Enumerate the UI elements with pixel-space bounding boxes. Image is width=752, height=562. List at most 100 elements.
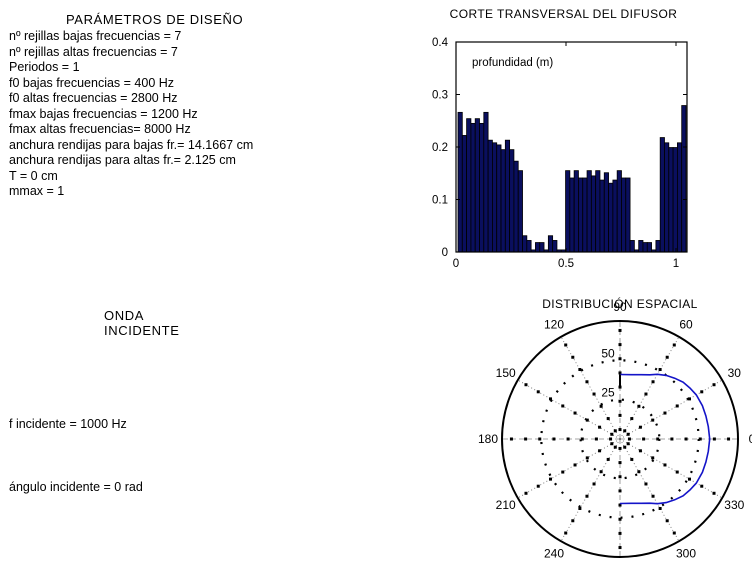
polar-grid-circle xyxy=(540,359,700,519)
polar-spoke-dot xyxy=(675,404,679,408)
y-tick-label: 0.2 xyxy=(432,142,448,154)
polar-spoke xyxy=(517,379,621,440)
polar-spoke-dot xyxy=(651,418,655,422)
y-tick-label: 0.3 xyxy=(432,90,448,102)
y-tick-label: 0.1 xyxy=(432,195,448,207)
polar-spoke-dot xyxy=(651,380,655,384)
polar-spoke-dot xyxy=(573,463,577,467)
polar-spoke-dot xyxy=(610,442,614,446)
polar-spoke-dot xyxy=(585,494,589,498)
bar xyxy=(539,242,545,253)
incident-title-line1: ONDA xyxy=(104,308,144,323)
bar xyxy=(569,177,575,253)
polar-radial-label: 50 xyxy=(601,346,615,360)
polar-spoke-dot xyxy=(700,484,704,488)
parameter-line: nº rejillas bajas frecuencias = 7 xyxy=(9,29,182,43)
polar-spoke-dot xyxy=(524,383,528,387)
polar-spoke-dot xyxy=(712,437,716,441)
incident-wave-title: ONDA INCIDENTE xyxy=(104,308,179,338)
polar-angle-label: 60 xyxy=(679,318,693,332)
polar-spoke-dot xyxy=(613,445,617,449)
polar-spoke-dot xyxy=(618,357,622,361)
polar-spoke-dot xyxy=(536,484,540,488)
polar-spoke-dot xyxy=(644,392,648,396)
incident-title-line2: INCIDENTE xyxy=(104,323,180,338)
bar xyxy=(461,135,467,253)
polar-spoke-dot xyxy=(623,429,627,433)
bar xyxy=(638,240,644,253)
polar-spoke-dot xyxy=(644,482,648,486)
parameter-line: anchura rendijas para altas fr.= 2.125 c… xyxy=(9,153,236,167)
polar-spoke-dot xyxy=(618,461,622,465)
parameter-line: fmax bajas frecuencias = 1200 Hz xyxy=(9,106,198,121)
polar-angle-label: 150 xyxy=(496,366,516,380)
y-tick-label: 0 xyxy=(442,247,448,259)
polar-spoke-dot xyxy=(561,470,565,474)
bar xyxy=(586,170,592,253)
polar-spoke-dot xyxy=(665,355,669,359)
polar-spoke-dot xyxy=(638,425,642,429)
polar-spoke-dot xyxy=(638,449,642,453)
polar-angle-label: 330 xyxy=(724,498,744,512)
polar-spoke-dot xyxy=(552,437,556,441)
bar xyxy=(547,235,554,253)
incident-angle: ángulo incidente = 0 rad xyxy=(9,480,143,494)
polar-spoke-dot xyxy=(618,446,622,450)
parameters-list: nº rejillas bajas frecuencias = 7 nº reji… xyxy=(9,29,253,200)
polar-angle-label: 240 xyxy=(544,546,564,560)
polar-spoke xyxy=(560,438,621,542)
polar-spoke-dot xyxy=(549,477,553,481)
bar xyxy=(629,240,635,253)
bar xyxy=(599,179,605,253)
polar-angle-label: 210 xyxy=(496,498,516,512)
polar-spoke-dot xyxy=(727,437,731,441)
polar-angle-label: 120 xyxy=(544,318,564,332)
polar-spoke-dot xyxy=(606,417,610,421)
polar-spoke-dot xyxy=(606,457,610,461)
polar-spoke-dot xyxy=(698,437,702,441)
bar xyxy=(573,170,579,253)
bar xyxy=(616,170,622,253)
polar-spoke-dot xyxy=(663,411,667,415)
polar-angle-label: 30 xyxy=(728,366,742,380)
polar-spoke xyxy=(619,336,680,440)
bar xyxy=(513,160,519,253)
polar-spoke xyxy=(619,438,680,542)
polar-spoke-dot xyxy=(618,371,622,375)
polar-spoke xyxy=(619,379,723,440)
polar-radial-label: 25 xyxy=(601,386,615,400)
bar xyxy=(483,111,489,253)
bar xyxy=(492,142,498,253)
polar-spoke-dot xyxy=(618,413,622,417)
polar-spoke-dot xyxy=(626,432,630,436)
polar-spoke-dot xyxy=(618,328,622,332)
polar-spoke-dot xyxy=(585,380,589,384)
polar-spoke-dot xyxy=(538,437,542,441)
polar-spoke-dot xyxy=(561,404,565,408)
bar xyxy=(487,139,493,253)
bar xyxy=(552,240,558,253)
polar-spoke-dot xyxy=(580,437,584,441)
polar-spoke-dot xyxy=(618,546,622,550)
polar-spoke-dot xyxy=(571,519,575,523)
polar-spoke-dot xyxy=(687,397,691,401)
polar-spoke xyxy=(560,336,621,440)
polar-spoke-dot xyxy=(618,489,622,493)
polar-spoke-dot xyxy=(700,390,704,394)
polar-spoke-dot xyxy=(630,457,634,461)
bar xyxy=(470,122,476,253)
polar-spoke-dot xyxy=(675,470,679,474)
parameter-line: f0 altas frecuencias = 2800 Hz xyxy=(9,91,178,105)
polar-spoke-dot xyxy=(549,397,553,401)
polar-spoke-dot xyxy=(536,390,540,394)
polar-spoke-dot xyxy=(637,470,641,474)
bar xyxy=(621,177,627,253)
polar-spoke-dot xyxy=(564,343,568,347)
y-tick-label: 0.4 xyxy=(432,37,449,49)
polar-spoke-dot xyxy=(598,449,602,453)
x-tick-label: 0.5 xyxy=(558,258,574,270)
polar-spoke-dot xyxy=(651,456,655,460)
polar-spoke-dot xyxy=(618,385,622,389)
bar xyxy=(646,242,652,253)
bar xyxy=(565,170,571,253)
